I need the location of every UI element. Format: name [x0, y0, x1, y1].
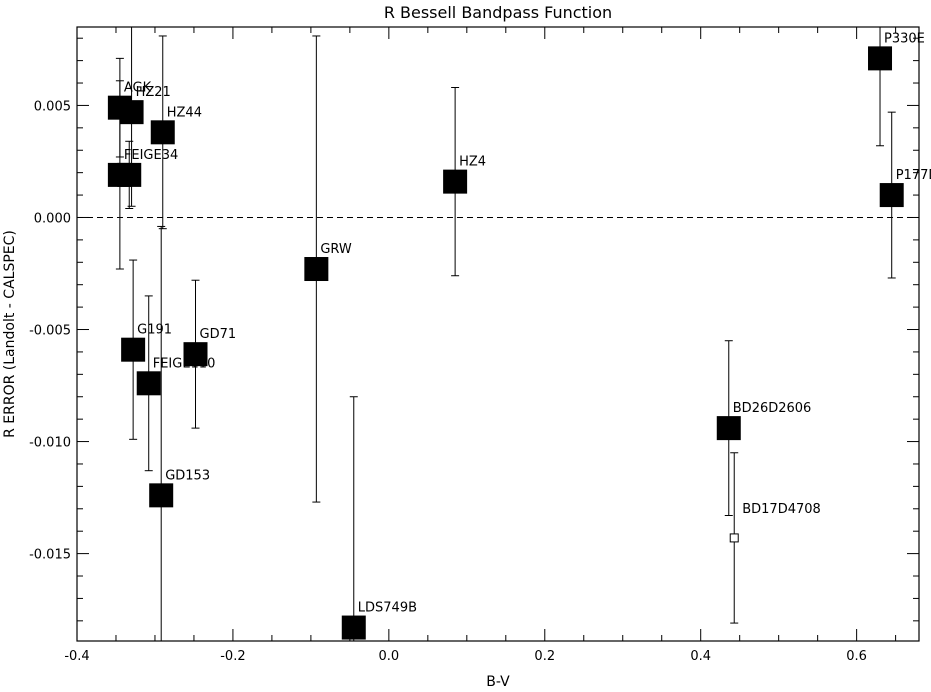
plot-frame	[76, 26, 920, 642]
y-tick-label: -0.010	[29, 436, 71, 451]
point-label: GD153	[165, 468, 210, 483]
x-tick-label: -0.4	[64, 649, 89, 664]
data-point	[304, 257, 329, 282]
data-point	[868, 46, 893, 71]
point-label: FEIGE34	[124, 148, 178, 163]
point-label: P177D	[896, 168, 931, 183]
data-point	[121, 337, 146, 362]
point-label: AGK	[124, 81, 152, 96]
point-label: BD26D2606	[733, 401, 812, 416]
data-point	[117, 162, 142, 187]
data-point	[119, 100, 144, 125]
y-axis-label: R ERROR (Landolt - CALSPEC)	[2, 230, 18, 438]
y-tick-label: 0.000	[34, 211, 71, 226]
point-label: HZ21	[136, 85, 171, 100]
data-point	[879, 183, 904, 208]
data-point	[716, 416, 741, 441]
x-tick-label: 0.2	[534, 649, 555, 664]
point-label: GRW	[320, 242, 352, 257]
y-tick-label: 0.005	[34, 99, 71, 114]
data-point	[183, 342, 208, 367]
point-label: HZ4	[459, 155, 486, 170]
point-label: P330E	[884, 31, 925, 46]
data-point	[443, 169, 468, 194]
axes: -0.4 -0.2 0.0 0.2 0.4 0.6 -0.015 -0.010 -0.005 0.…	[29, 26, 920, 664]
y-tick-label: -0.005	[29, 324, 71, 339]
chart-title: R Bessell Bandpass Function	[384, 3, 612, 22]
data-point	[136, 371, 161, 396]
x-tick-label: 0.0	[379, 649, 400, 664]
x-tick-label: -0.2	[220, 649, 245, 664]
point-label: GD71	[200, 327, 237, 342]
data-point	[729, 533, 739, 543]
point-label: FEIGE110	[153, 356, 216, 371]
x-tick-label: 0.6	[846, 649, 867, 664]
data-point	[149, 483, 174, 508]
data-point	[150, 120, 175, 145]
data-point	[341, 615, 366, 640]
point-label: LDS749B	[358, 601, 417, 616]
y-tick-label: -0.015	[29, 548, 71, 563]
point-label: BD17D4708	[742, 502, 821, 517]
x-axis-label: B-V	[486, 674, 510, 690]
point-label: G191	[137, 323, 172, 338]
x-tick-label: 0.4	[690, 649, 711, 664]
point-label: HZ44	[167, 105, 202, 120]
